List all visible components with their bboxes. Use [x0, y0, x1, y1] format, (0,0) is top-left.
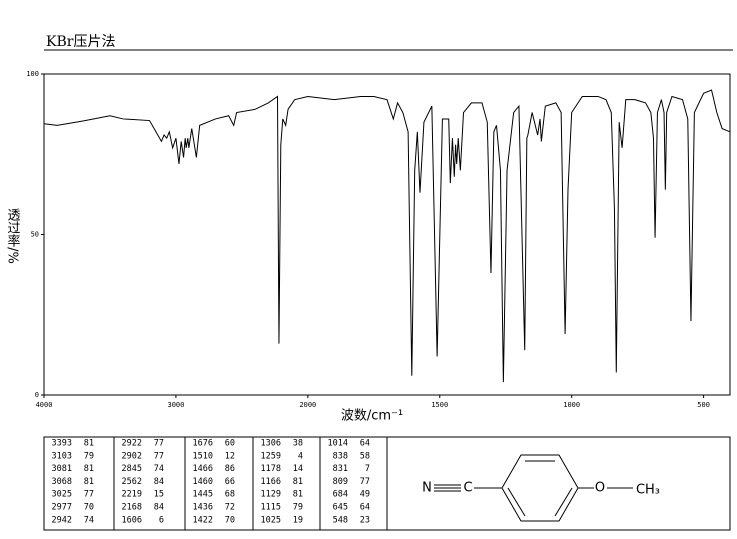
peak-wavenumber: 1422 [193, 515, 213, 525]
peak-wavenumber: 645 [333, 503, 348, 513]
peak-wavenumber: 684 [333, 490, 348, 500]
peak-transmittance: 81 [293, 490, 303, 500]
peak-transmittance: 77 [154, 451, 164, 461]
peak-wavenumber: 2942 [52, 515, 72, 525]
peak-wavenumber: 3393 [52, 439, 72, 449]
peak-wavenumber: 1306 [261, 439, 281, 449]
peak-wavenumber: 2168 [122, 503, 142, 513]
peak-transmittance: 60 [225, 439, 235, 449]
peak-transmittance: 79 [84, 451, 94, 461]
atom-label: CH₃ [636, 483, 660, 498]
peak-wavenumber: 3068 [52, 477, 72, 487]
peak-wavenumber: 3081 [52, 464, 72, 474]
x-tick-label: 3000 [167, 401, 184, 409]
peak-wavenumber: 3103 [52, 451, 72, 461]
peak-wavenumber: 2219 [122, 490, 142, 500]
x-tick-label: 4000 [36, 401, 53, 409]
peak-transmittance: 84 [154, 503, 164, 513]
peak-transmittance: 64 [360, 439, 370, 449]
peak-wavenumber: 1115 [261, 503, 281, 513]
peak-wavenumber: 809 [333, 477, 348, 487]
plot-frame [43, 73, 731, 396]
peak-transmittance: 49 [360, 490, 370, 500]
peak-wavenumber: 3025 [52, 490, 72, 500]
peak-wavenumber: 1510 [193, 451, 213, 461]
peak-wavenumber: 838 [333, 451, 348, 461]
spectrum-line [43, 89, 731, 383]
benzene-ring [501, 454, 579, 522]
peak-wavenumber: 2977 [52, 503, 72, 513]
peak-transmittance: 81 [293, 477, 303, 487]
peak-wavenumber: 1466 [193, 464, 213, 474]
peak-wavenumber: 1676 [193, 439, 213, 449]
y-tick-label: 0 [35, 391, 39, 399]
peak-transmittance: 58 [360, 451, 370, 461]
peak-wavenumber: 1445 [193, 490, 213, 500]
peak-wavenumber: 2845 [122, 464, 142, 474]
x-tick-label: 1000 [563, 401, 580, 409]
peak-wavenumber: 1436 [193, 503, 213, 513]
peak-transmittance: 68 [225, 490, 235, 500]
peak-wavenumber: 2902 [122, 451, 142, 461]
peak-transmittance: 6 [159, 515, 164, 525]
peak-wavenumber: 1259 [261, 451, 281, 461]
peak-transmittance: 64 [360, 503, 370, 513]
peak-transmittance: 81 [84, 477, 94, 487]
x-tick-label: 2000 [299, 401, 316, 409]
peak-wavenumber: 548 [333, 515, 348, 525]
peak-transmittance: 81 [84, 464, 94, 474]
peak-transmittance: 77 [84, 490, 94, 500]
atom-label: C [463, 481, 472, 496]
peak-transmittance: 74 [154, 464, 164, 474]
bond [507, 487, 526, 517]
peak-transmittance: 19 [293, 515, 303, 525]
peak-transmittance: 4 [298, 451, 303, 461]
y-tick-label: 100 [26, 70, 39, 78]
structure [434, 454, 633, 522]
peak-transmittance: 70 [84, 503, 94, 513]
peak-transmittance: 14 [293, 464, 303, 474]
peak-wavenumber: 1606 [122, 515, 142, 525]
bond [554, 487, 573, 517]
y-tick-label: 50 [31, 231, 39, 239]
peak-transmittance: 74 [84, 515, 94, 525]
peak-wavenumber: 1178 [261, 464, 281, 474]
atom-label: O [595, 481, 605, 496]
x-axis-label: 波数/cm⁻¹ [341, 409, 403, 424]
chart-title: KBr压片法 [46, 34, 115, 50]
x-tick-label: 1500 [431, 401, 448, 409]
peak-transmittance: 12 [225, 451, 235, 461]
peak-transmittance: 79 [293, 503, 303, 513]
atom-label: N [422, 481, 432, 496]
peak-wavenumber: 1166 [261, 477, 281, 487]
peak-wavenumber: 1129 [261, 490, 281, 500]
peak-transmittance: 72 [225, 503, 235, 513]
peak-transmittance: 38 [293, 439, 303, 449]
y-axis-label: 透过率/% [5, 208, 21, 264]
peak-transmittance: 70 [225, 515, 235, 525]
peak-wavenumber: 1014 [328, 439, 348, 449]
peak-transmittance: 77 [360, 477, 370, 487]
peak-transmittance: 7 [365, 464, 370, 474]
peak-transmittance: 15 [154, 490, 164, 500]
peak-transmittance: 66 [225, 477, 235, 487]
peak-transmittance: 23 [360, 515, 370, 525]
peak-transmittance: 81 [84, 439, 94, 449]
peak-wavenumber: 1460 [193, 477, 213, 487]
peak-wavenumber: 2922 [122, 439, 142, 449]
peak-transmittance: 77 [154, 439, 164, 449]
peak-transmittance: 86 [225, 464, 235, 474]
peak-wavenumber: 831 [333, 464, 348, 474]
peak-transmittance: 84 [154, 477, 164, 487]
x-tick-label: 500 [697, 401, 710, 409]
peak-wavenumber: 1025 [261, 515, 281, 525]
peak-wavenumber: 2562 [122, 477, 142, 487]
